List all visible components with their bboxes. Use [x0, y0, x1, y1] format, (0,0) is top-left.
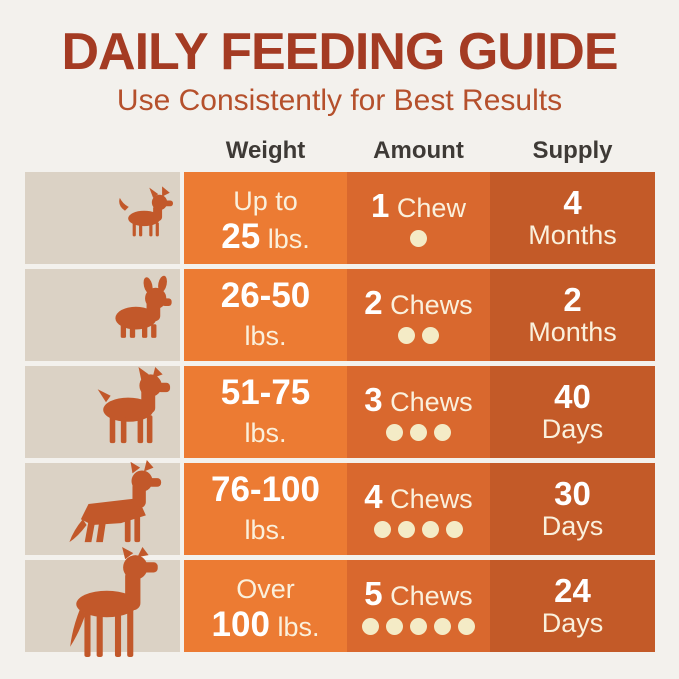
supply-cell: 40 Days	[490, 366, 655, 458]
weight-regular: Over	[236, 574, 295, 605]
chew-dot	[398, 520, 415, 538]
chew-count: 1	[371, 187, 390, 225]
chew-unit: Chews	[382, 581, 473, 612]
column-header-supply: Supply	[532, 137, 613, 164]
chihuahua-dog-icon	[119, 186, 173, 237]
supply-cell: 24 Days	[490, 560, 655, 652]
chew-dot	[458, 617, 475, 635]
chew-unit: Chew	[389, 193, 466, 224]
chew-count: 2	[364, 284, 383, 322]
weight-regular: lbs.	[260, 224, 310, 254]
chew-dot	[362, 617, 379, 635]
column-headers: Weight Amount Supply	[25, 136, 655, 166]
weight-bold: 51-75	[220, 373, 311, 413]
page-title: DAILY FEEDING GUIDE	[61, 23, 619, 81]
chew-dots	[362, 617, 475, 635]
german-shepherd-dog-icon	[69, 460, 162, 543]
supply-value: 4	[563, 184, 582, 221]
chew-dots	[374, 520, 463, 538]
supply-value: 30	[554, 475, 591, 512]
chew-count: 4	[364, 478, 383, 516]
weight-bold: 25	[221, 217, 261, 256]
weight-cell: Up to 25 lbs.	[184, 172, 347, 264]
supply-unit: Months	[528, 317, 617, 348]
supply-value: 24	[554, 572, 591, 609]
chew-dots	[386, 423, 451, 441]
chew-dot	[374, 520, 391, 538]
chew-unit: Chews	[382, 387, 473, 418]
weight-regular: lbs.	[244, 418, 287, 448]
column-header-amount: Amount	[373, 137, 464, 164]
table-row: Over 100 lbs. 5 Chews 24 Days	[25, 547, 655, 657]
chew-dot	[422, 326, 439, 344]
supply-unit: Days	[541, 414, 604, 445]
chew-dot	[422, 520, 439, 538]
weight-bold: 26-50	[220, 276, 311, 316]
supply-unit: Months	[528, 220, 617, 251]
chew-unit: Chews	[382, 290, 473, 321]
chew-count: 5	[364, 575, 383, 613]
great-dane-dog-icon	[70, 547, 158, 657]
table-row: 76-100 lbs. 4 Chews 30 Days	[25, 460, 655, 555]
chew-unit: Chews	[382, 484, 473, 515]
chew-dot	[410, 423, 427, 441]
weight-bold: 76-100	[211, 470, 320, 510]
weight-regular: Up to	[233, 186, 298, 217]
amount-cell: 1 Chew	[347, 172, 490, 264]
weight-regular: lbs.	[244, 321, 287, 351]
supply-value: 2	[563, 281, 582, 318]
chew-dot	[410, 617, 427, 635]
supply-unit: Days	[541, 608, 604, 639]
chew-dot	[386, 617, 403, 635]
chew-dots	[410, 229, 427, 247]
amount-cell: 3 Chews	[347, 366, 490, 458]
weight-cell: 26-50 lbs.	[184, 269, 347, 361]
dog-cell	[25, 172, 180, 264]
table-row: 51-75 lbs. 3 Chews 40 Days	[25, 366, 655, 458]
weight-regular: lbs.	[244, 515, 287, 545]
amount-cell: 5 Chews	[347, 560, 490, 652]
amount-cell: 4 Chews	[347, 463, 490, 555]
icon-column-spacer	[25, 136, 184, 166]
weight-regular: lbs.	[269, 612, 320, 642]
supply-cell: 2 Months	[490, 269, 655, 361]
amount-cell: 2 Chews	[347, 269, 490, 361]
chew-dot	[446, 520, 463, 538]
dog-cell	[25, 366, 180, 458]
chew-dot	[434, 617, 451, 635]
chew-count: 3	[364, 381, 383, 419]
supply-cell: 30 Days	[490, 463, 655, 555]
weight-bold: 100	[211, 605, 270, 644]
supply-value: 40	[554, 378, 591, 415]
supply-cell: 4 Months	[490, 172, 655, 264]
weight-cell: 51-75 lbs.	[184, 366, 347, 458]
chew-dot	[434, 423, 451, 441]
french-bulldog-dog-icon	[115, 275, 172, 338]
chew-dot	[410, 229, 427, 247]
column-header-weight: Weight	[225, 137, 306, 164]
supply-unit: Days	[541, 511, 604, 542]
chew-dot	[386, 423, 403, 441]
feeding-guide-table: Up to 25 lbs. 1 Chew 4 Months	[25, 172, 655, 657]
page-subtitle: Use Consistently for Best Results	[116, 84, 563, 117]
table-row: Up to 25 lbs. 1 Chew 4 Months	[25, 172, 655, 264]
chew-dot	[398, 326, 415, 344]
table-row: 26-50 lbs. 2 Chews 2 Months	[25, 269, 655, 361]
weight-cell: 76-100 lbs.	[184, 463, 347, 555]
weight-cell: Over 100 lbs.	[184, 560, 347, 652]
dog-cell	[25, 269, 180, 361]
chew-dots	[398, 326, 439, 344]
dog-cell	[25, 547, 180, 657]
dog-cell	[25, 460, 180, 555]
boxer-dog-icon	[97, 367, 171, 444]
